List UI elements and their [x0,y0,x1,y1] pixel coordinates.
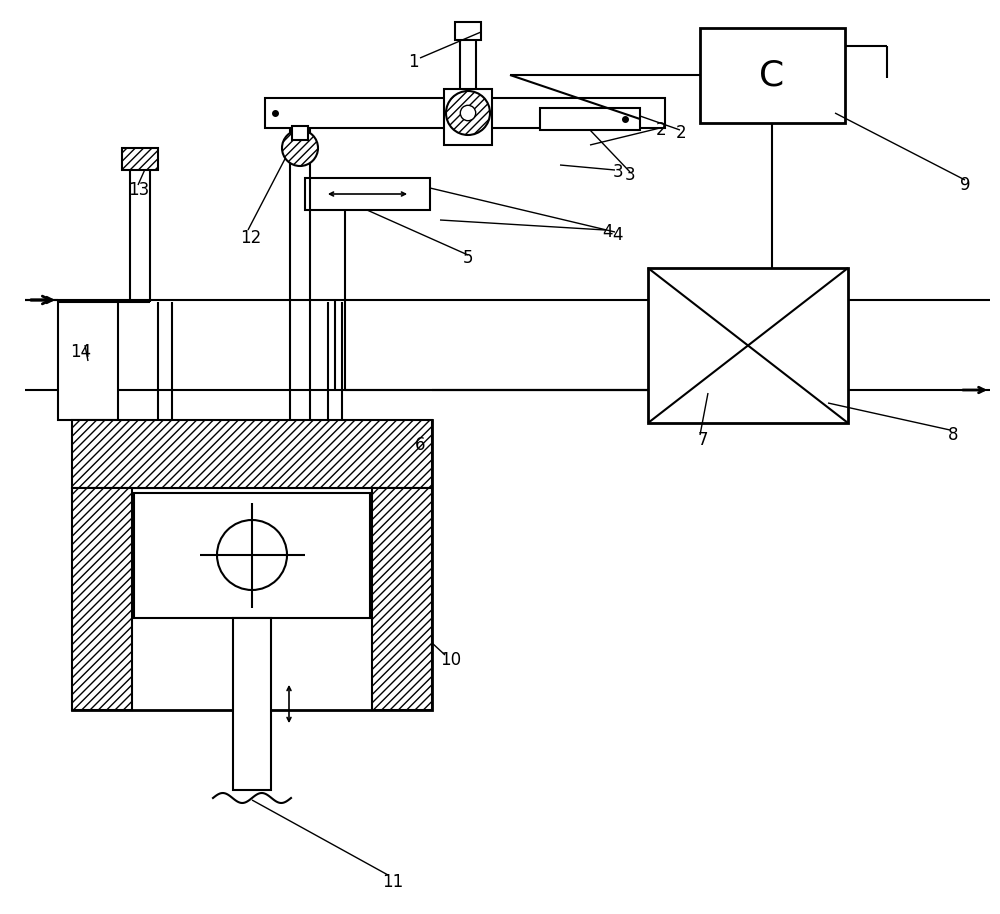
Bar [72,420,432,488]
Bar [122,148,158,170]
Text: 2: 2 [676,124,687,142]
Text: 1: 1 [408,53,419,71]
Bar [305,178,430,210]
Text: 14: 14 [70,343,91,361]
Bar [265,98,665,128]
Text: 2: 2 [656,121,667,139]
Bar [233,618,271,790]
Text: 9: 9 [960,176,970,194]
Text: 7: 7 [698,431,708,449]
Text: 3: 3 [625,166,636,184]
Circle shape [217,520,287,590]
Text: 11: 11 [382,873,403,891]
Text: 8: 8 [948,426,958,444]
Circle shape [446,91,490,135]
Text: 4: 4 [612,226,622,244]
Bar [648,268,848,423]
Bar [455,22,481,40]
Bar [72,420,432,710]
Text: 12: 12 [240,229,261,247]
Bar [58,302,118,420]
Text: 3: 3 [613,163,624,181]
Bar [540,108,640,130]
Bar [372,488,432,710]
Bar [292,126,308,140]
Bar [134,493,370,618]
Bar [444,89,492,145]
Text: 6: 6 [415,436,426,454]
Circle shape [282,130,318,166]
Bar [72,488,132,710]
Circle shape [460,105,476,121]
Bar [700,28,845,123]
Text: 10: 10 [440,651,461,669]
Text: 4: 4 [602,223,612,241]
Text: 13: 13 [128,181,149,199]
Text: C: C [759,58,785,92]
Text: 5: 5 [463,249,474,267]
